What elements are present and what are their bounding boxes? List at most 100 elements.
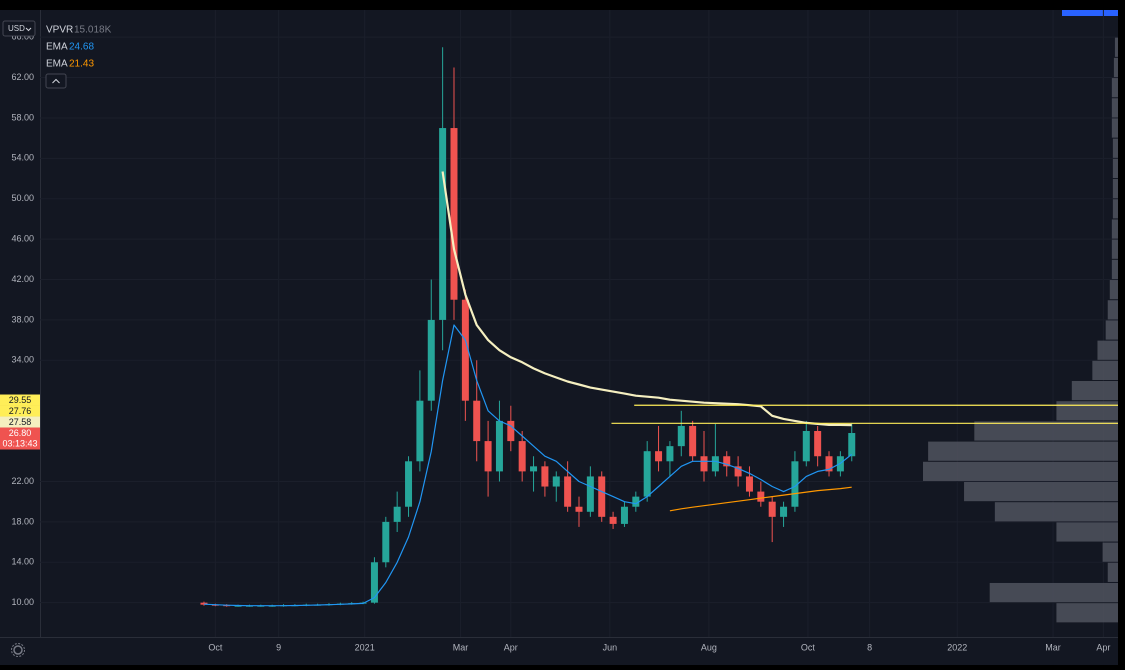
y-tick-label: 22.00: [11, 476, 34, 486]
volume-profile-bar: [1107, 562, 1118, 582]
price-label: 29.55: [9, 395, 32, 405]
candle-body: [632, 496, 640, 507]
candle-body: [552, 476, 560, 487]
legend-collapse-icon: [52, 78, 60, 84]
price-label: 27.58: [9, 417, 32, 427]
candle-body: [609, 516, 617, 524]
price-label-box: [0, 405, 40, 417]
indicator-line: [441, 171, 852, 427]
x-tick-label: Aug: [701, 642, 717, 652]
volume-profile-bar: [1112, 179, 1118, 199]
indicator-line: [203, 324, 853, 607]
candle-body: [450, 128, 458, 300]
legend-value: 21.43: [69, 59, 94, 70]
price-label: 26.80: [9, 428, 32, 438]
x-tick-label: 2022: [947, 642, 967, 652]
volume-profile-bar: [1112, 158, 1118, 179]
volume-profile-bar: [974, 421, 1118, 441]
y-tick-label: 10.00: [11, 597, 34, 607]
volume-profile-bar: [1102, 542, 1118, 562]
price-label-box: [0, 394, 40, 406]
countdown-label: 03:13:43: [2, 438, 37, 448]
volume-profile-bar: [1105, 320, 1118, 340]
candle-body: [382, 521, 390, 563]
candle-body: [484, 441, 492, 472]
price-label-box: [0, 427, 40, 450]
candle-body: [507, 420, 515, 442]
toolbar-indicator: [1062, 10, 1118, 16]
indicator-line: [669, 486, 852, 512]
volume-profile-bar: [1056, 603, 1118, 623]
x-tick-label: Oct: [208, 642, 223, 652]
y-tick-label: 62.00: [11, 72, 34, 82]
candle-body: [598, 476, 606, 517]
x-tick-label: Apr: [504, 642, 518, 652]
candle-body: [439, 128, 447, 320]
candle-body: [677, 425, 685, 447]
candle-body: [620, 506, 628, 524]
x-tick-label: Mar: [1045, 642, 1061, 652]
volume-profile-bar: [989, 582, 1118, 603]
y-tick-label: 50.00: [11, 193, 34, 203]
candle-body: [814, 430, 822, 457]
settings-icon[interactable]: [13, 645, 23, 655]
candle-body: [541, 466, 549, 487]
candle-body: [495, 420, 503, 472]
legend-collapse-button[interactable]: [45, 73, 67, 89]
candle-body: [768, 501, 776, 517]
candle-body: [825, 456, 833, 472]
currency-button[interactable]: [2, 20, 36, 37]
candle-body: [802, 430, 810, 462]
axes: 66.00 62.00 58.00 54.00 50.00 46.00 42.00 38.00…: [0, 32, 1110, 652]
candle-body: [427, 319, 435, 401]
x-tick-label: Apr: [1096, 642, 1110, 652]
candle-body: [734, 466, 742, 477]
candle-body: [564, 476, 572, 507]
candle-body: [666, 446, 674, 462]
volume-profile-bar: [1097, 340, 1118, 360]
x-tick-label: Jun: [603, 642, 618, 652]
volume-profile-bar: [1056, 401, 1118, 421]
y-tick-label: 54.00: [11, 153, 34, 163]
candle-body: [586, 476, 594, 512]
volume-profile-bar: [1112, 199, 1118, 219]
x-tick-label: Mar: [453, 642, 469, 652]
currency-caret: [25, 27, 32, 32]
candle-body: [655, 451, 663, 462]
volume-profile-bar: [1112, 138, 1118, 158]
legend-name: VPVR: [46, 25, 73, 36]
y-tick-label: 14.00: [11, 557, 34, 567]
price-label: 27.76: [9, 406, 32, 416]
candle-body: [393, 506, 401, 522]
currency-label: USD: [8, 24, 25, 33]
volume-profile-bar: [923, 461, 1118, 481]
plot-area: [40, 10, 1118, 637]
candle-body: [700, 456, 708, 472]
y-tick-label: 38.00: [11, 314, 34, 324]
y-tick-label: 42.00: [11, 274, 34, 284]
legend-value: 15.018K: [74, 25, 112, 36]
volume-profile-bar: [1109, 280, 1118, 300]
legend-value: 24.68: [69, 42, 94, 53]
volume-profile-bar: [964, 481, 1118, 502]
candle-body: [643, 451, 651, 497]
volume-profile-bar: [994, 502, 1118, 522]
volume-profile-bar: [1092, 360, 1118, 381]
x-tick-label: 2021: [355, 642, 375, 652]
candle-body: [200, 602, 208, 605]
candle-body: [723, 456, 731, 467]
candle-body: [745, 476, 753, 492]
candle-body: [575, 506, 583, 512]
candle-body: [711, 456, 719, 472]
candle-body: [757, 491, 765, 502]
legend-name: EMA: [46, 59, 68, 70]
x-tick-label: 8: [867, 642, 872, 652]
volume-profile-bar: [1111, 259, 1118, 280]
candle-body: [518, 441, 526, 472]
candle-body: [473, 400, 481, 442]
y-tick-label: 18.00: [11, 516, 34, 526]
y-tick-label: 46.00: [11, 234, 34, 244]
price-label-box: [0, 416, 40, 428]
volume-profile-bar: [1113, 57, 1118, 78]
volume-profile-bar: [1111, 78, 1118, 98]
